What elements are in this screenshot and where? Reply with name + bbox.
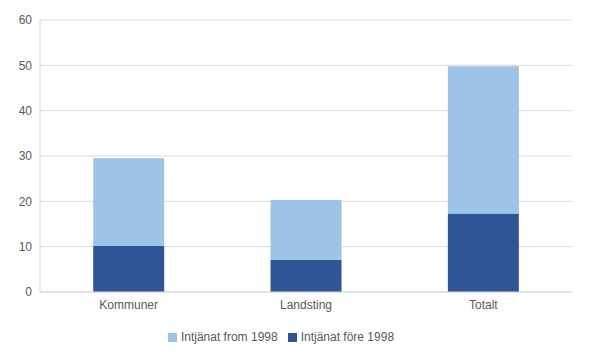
svg-text:Kommuner: Kommuner [99, 298, 158, 312]
svg-text:20: 20 [19, 195, 33, 209]
html-text:Intjänat före 1998: Intjänat före 1998 [300, 330, 395, 344]
svg-text:50: 50 [19, 59, 33, 73]
svg-text:Landsting: Landsting [280, 298, 332, 312]
svg-text:60: 60 [19, 13, 33, 27]
svg-text:10: 10 [19, 240, 33, 254]
svg-text:30: 30 [19, 149, 33, 163]
html-text:Intjänat from 1998: Intjänat from 1998 [180, 330, 278, 344]
svg-text:0: 0 [25, 285, 32, 299]
svg-text:40: 40 [19, 104, 33, 118]
svg-text:Totalt: Totalt [469, 298, 498, 312]
